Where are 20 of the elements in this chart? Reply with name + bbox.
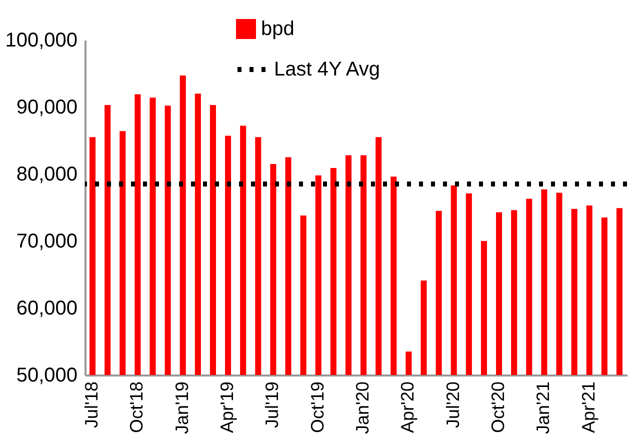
x-tick-label: Oct'19 (307, 382, 328, 433)
x-tick-label: Jul'18 (82, 382, 102, 428)
legend-label: Last 4Y Avg (274, 58, 380, 80)
y-tick-label: 60,000 (16, 298, 78, 320)
y-tick-label: 70,000 (16, 230, 78, 252)
x-tick-label: Jul'20 (442, 382, 463, 428)
y-tick-label: 50,000 (16, 364, 78, 386)
y-tick-label: 100,000 (5, 30, 78, 52)
x-tick-label: Apr'20 (398, 382, 418, 433)
y-tick-label: 90,000 (16, 96, 78, 118)
x-tick-label: Apr'19 (217, 382, 238, 433)
y-tick-label: 80,000 (16, 164, 78, 186)
x-tick-label: Jul'19 (262, 382, 282, 428)
x-tick-label: Jan'20 (352, 382, 373, 434)
legend-label: bpd (261, 18, 294, 40)
x-tick-label: Oct'18 (126, 382, 147, 433)
x-tick-label: Oct'20 (488, 382, 508, 433)
x-tick-label: Jan'19 (172, 382, 192, 434)
x-tick-label: Apr'21 (578, 382, 598, 433)
x-tick-label: Jan'21 (533, 382, 554, 434)
